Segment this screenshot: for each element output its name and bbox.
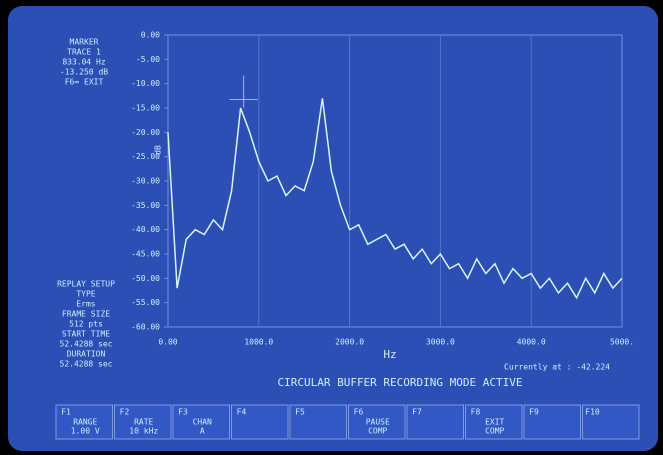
y-tick-label: -25.00 [131, 152, 160, 161]
replay-setup: 52.4288 sec [60, 340, 113, 349]
function-key[interactable] [55, 404, 113, 440]
crt-display [8, 6, 658, 451]
marker-info: 833.04 Hz [62, 58, 106, 67]
function-key[interactable] [114, 404, 172, 440]
y-tick-label: -40.00 [131, 225, 160, 234]
y-tick-label: -50.00 [131, 274, 160, 283]
function-key[interactable] [582, 404, 640, 440]
function-key-label: F6 [354, 408, 364, 417]
function-key[interactable] [231, 404, 289, 440]
function-key-text: A [200, 427, 205, 436]
replay-setup: REPLAY SETUP [57, 280, 115, 289]
replay-setup: START TIME [62, 330, 110, 339]
x-tick-label: 5000. [610, 338, 634, 347]
marker-info: MARKER [70, 38, 99, 47]
function-key[interactable] [172, 404, 230, 440]
current-readout: Currently at : -42.224 [504, 363, 610, 372]
function-key-text: EXIT [485, 418, 504, 427]
y-tick-label: -15.00 [131, 104, 160, 113]
function-key-text: 10 kHz [129, 427, 158, 436]
y-tick-label: -60.00 [131, 323, 160, 332]
function-key-label: F7 [412, 408, 422, 417]
function-key[interactable] [406, 404, 464, 440]
function-key[interactable] [523, 404, 581, 440]
function-key-label: F4 [237, 408, 247, 417]
function-key-text: CHAN [193, 418, 212, 427]
y-tick-label: -10.00 [131, 79, 160, 88]
x-tick-label: 0.00 [158, 338, 177, 347]
replay-setup: 512 pts [69, 320, 103, 329]
function-key-text: COMP [485, 427, 504, 436]
y-tick-label: -55.00 [131, 298, 160, 307]
function-key-text: PAUSE [366, 418, 390, 427]
function-key-text: RANGE [73, 418, 97, 427]
function-key-label: F10 [585, 408, 600, 417]
function-key-label: F8 [471, 408, 481, 417]
function-key-text: COMP [368, 427, 387, 436]
replay-setup: 52.4288 sec [60, 360, 113, 369]
function-key-label: F9 [529, 408, 539, 417]
y-tick-label: -35.00 [131, 201, 160, 210]
y-tick-label: -30.00 [131, 177, 160, 186]
function-key-label: F2 [120, 408, 130, 417]
x-tick-label: 2000.0 [335, 338, 364, 347]
function-key-text: RATE [134, 418, 153, 427]
x-axis-label: Hz [383, 348, 396, 361]
function-key[interactable] [348, 404, 406, 440]
mode-status: CIRCULAR BUFFER RECORDING MODE ACTIVE [277, 376, 522, 389]
replay-setup: Erms [76, 300, 95, 309]
x-tick-label: 3000.0 [426, 338, 455, 347]
function-key-label: F5 [295, 408, 305, 417]
function-key-label: F1 [61, 408, 71, 417]
replay-setup: FRAME SIZE [62, 310, 110, 319]
y-tick-label: 0.00 [141, 31, 160, 40]
marker-info: TRACE 1 [67, 48, 101, 57]
x-tick-label: 4000.0 [517, 338, 546, 347]
y-tick-label: -5.00 [136, 55, 160, 64]
y-axis-label: dB [154, 145, 163, 155]
replay-setup: TYPE [76, 290, 95, 299]
replay-setup: DURATION [67, 350, 106, 359]
function-key-label: F3 [178, 408, 188, 417]
marker-info: -13.250 dB [60, 68, 108, 77]
function-key[interactable] [289, 404, 347, 440]
y-tick-label: -20.00 [131, 128, 160, 137]
marker-info: F6= EXIT [65, 78, 104, 87]
function-key[interactable] [465, 404, 523, 440]
trace [167, 98, 623, 300]
y-tick-label: -45.00 [131, 250, 160, 259]
x-tick-label: 1000.0 [244, 338, 273, 347]
function-key-text: 1.00 V [71, 427, 100, 436]
